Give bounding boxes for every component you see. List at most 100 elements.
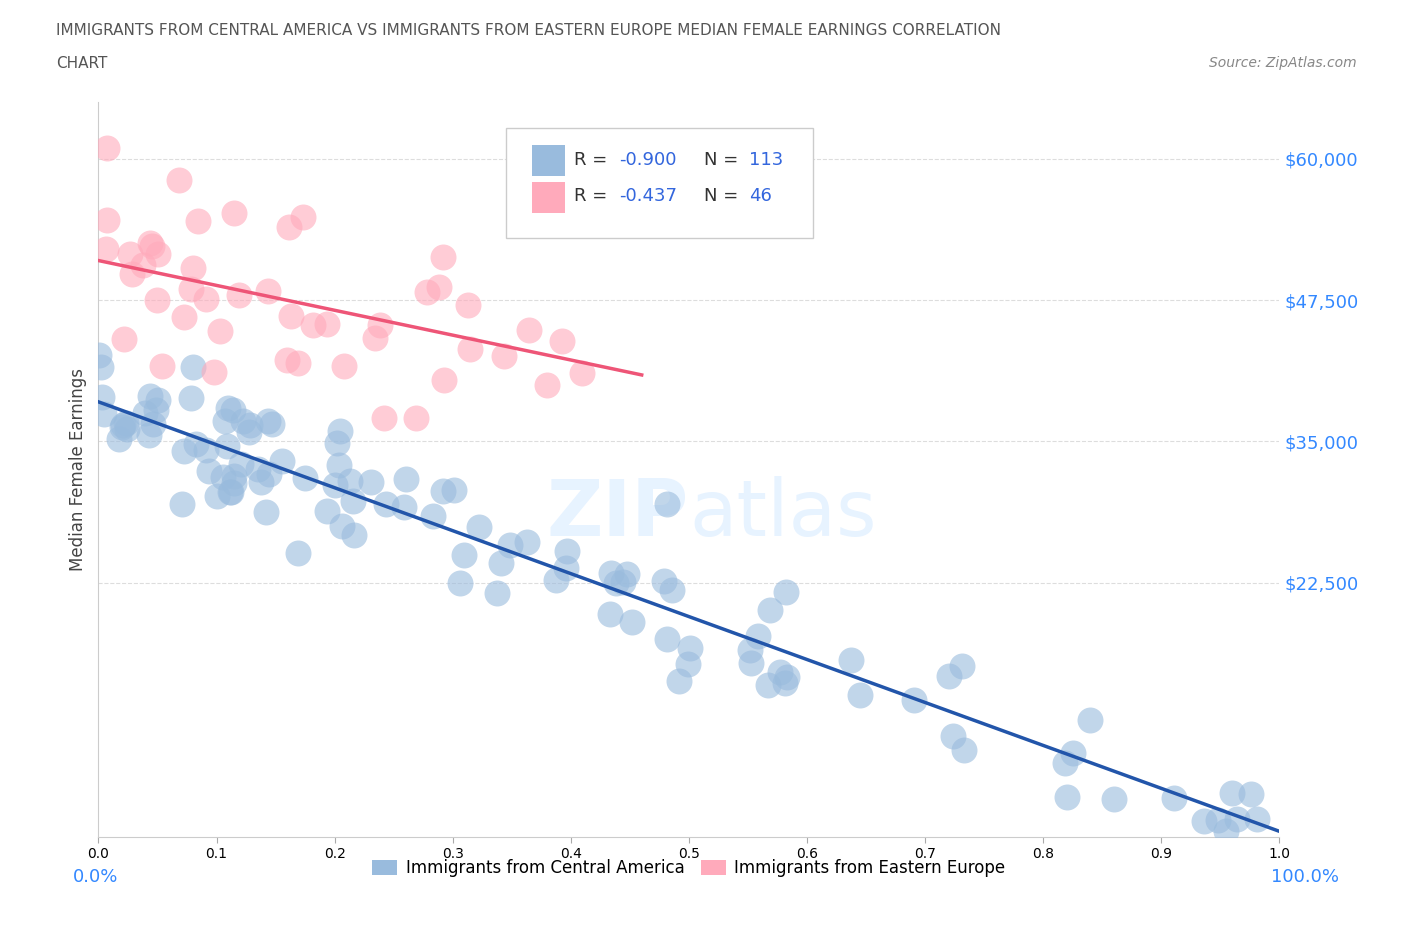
Point bbox=[139, 235, 162, 250]
Point bbox=[938, 669, 960, 684]
Point bbox=[111, 419, 134, 434]
Point bbox=[208, 324, 231, 339]
Point bbox=[343, 527, 366, 542]
Point bbox=[773, 676, 796, 691]
Point bbox=[302, 317, 325, 332]
Point bbox=[661, 582, 683, 597]
Point bbox=[652, 574, 675, 589]
Point bbox=[260, 416, 283, 431]
Point bbox=[180, 282, 202, 297]
Point bbox=[517, 323, 540, 338]
Point bbox=[316, 316, 339, 331]
Text: Source: ZipAtlas.com: Source: ZipAtlas.com bbox=[1209, 56, 1357, 70]
Point bbox=[849, 687, 872, 702]
Point bbox=[180, 391, 202, 405]
Point bbox=[536, 378, 558, 392]
Point bbox=[202, 365, 225, 379]
Text: 0.0%: 0.0% bbox=[73, 868, 118, 886]
Legend: Immigrants from Central America, Immigrants from Eastern Europe: Immigrants from Central America, Immigra… bbox=[366, 853, 1012, 884]
Point bbox=[207, 489, 229, 504]
Point bbox=[1163, 790, 1185, 805]
Point bbox=[516, 535, 538, 550]
Point bbox=[405, 410, 427, 425]
Point bbox=[315, 503, 337, 518]
Point bbox=[758, 603, 780, 618]
Point bbox=[1053, 755, 1076, 770]
Point bbox=[1222, 786, 1244, 801]
Point bbox=[903, 692, 925, 707]
Point bbox=[115, 421, 138, 436]
Point bbox=[342, 494, 364, 509]
Point bbox=[276, 352, 298, 367]
Point bbox=[950, 658, 973, 673]
Point bbox=[280, 308, 302, 323]
Point bbox=[287, 356, 309, 371]
Point bbox=[738, 643, 761, 658]
Point bbox=[167, 173, 190, 188]
Point bbox=[769, 664, 792, 679]
Point bbox=[239, 418, 262, 432]
Point bbox=[776, 670, 799, 684]
Point bbox=[138, 389, 160, 404]
Point bbox=[257, 414, 280, 429]
Point bbox=[457, 298, 479, 312]
Text: 46: 46 bbox=[749, 187, 772, 206]
Point bbox=[373, 410, 395, 425]
Point bbox=[555, 561, 578, 576]
Point bbox=[422, 509, 444, 524]
Text: N =: N = bbox=[704, 187, 744, 206]
Point bbox=[329, 424, 352, 439]
Text: 100.0%: 100.0% bbox=[1271, 868, 1339, 886]
Point bbox=[270, 454, 292, 469]
Point bbox=[108, 432, 131, 446]
Point bbox=[1240, 787, 1263, 802]
Point bbox=[96, 242, 118, 257]
Point bbox=[458, 341, 481, 356]
Point bbox=[222, 468, 245, 483]
Point bbox=[492, 348, 515, 363]
Point bbox=[841, 653, 863, 668]
Point bbox=[141, 239, 163, 254]
Point bbox=[1062, 746, 1084, 761]
Point bbox=[433, 373, 456, 388]
Point bbox=[146, 392, 169, 407]
Point bbox=[621, 615, 644, 630]
Point bbox=[181, 359, 204, 374]
Point bbox=[1215, 824, 1237, 839]
Point bbox=[328, 458, 350, 472]
Point bbox=[256, 284, 278, 299]
Point bbox=[112, 331, 135, 346]
Bar bbox=[531, 145, 565, 176]
Point bbox=[1246, 811, 1268, 826]
Point bbox=[218, 485, 240, 499]
Point bbox=[747, 629, 769, 644]
Text: -0.900: -0.900 bbox=[619, 151, 676, 168]
Point bbox=[952, 743, 974, 758]
Point bbox=[217, 401, 239, 416]
Point bbox=[187, 213, 209, 228]
Point bbox=[605, 575, 627, 590]
Point bbox=[222, 206, 245, 220]
Point bbox=[219, 485, 242, 499]
Point bbox=[325, 435, 347, 450]
Text: N =: N = bbox=[704, 151, 744, 168]
FancyBboxPatch shape bbox=[506, 128, 813, 238]
Point bbox=[194, 443, 217, 458]
Point bbox=[368, 317, 391, 332]
Point bbox=[555, 543, 578, 558]
Point bbox=[294, 471, 316, 485]
Point bbox=[90, 360, 112, 375]
Point bbox=[134, 405, 156, 420]
Point bbox=[120, 246, 142, 261]
Point bbox=[616, 566, 638, 581]
Point bbox=[96, 140, 118, 155]
Point bbox=[146, 246, 169, 261]
Point bbox=[145, 402, 167, 417]
Point bbox=[232, 414, 254, 429]
Text: ZIP: ZIP bbox=[547, 476, 689, 551]
Text: atlas: atlas bbox=[689, 476, 876, 551]
Point bbox=[231, 457, 253, 472]
Point bbox=[87, 348, 110, 363]
Point bbox=[599, 566, 621, 581]
Text: R =: R = bbox=[575, 187, 613, 206]
